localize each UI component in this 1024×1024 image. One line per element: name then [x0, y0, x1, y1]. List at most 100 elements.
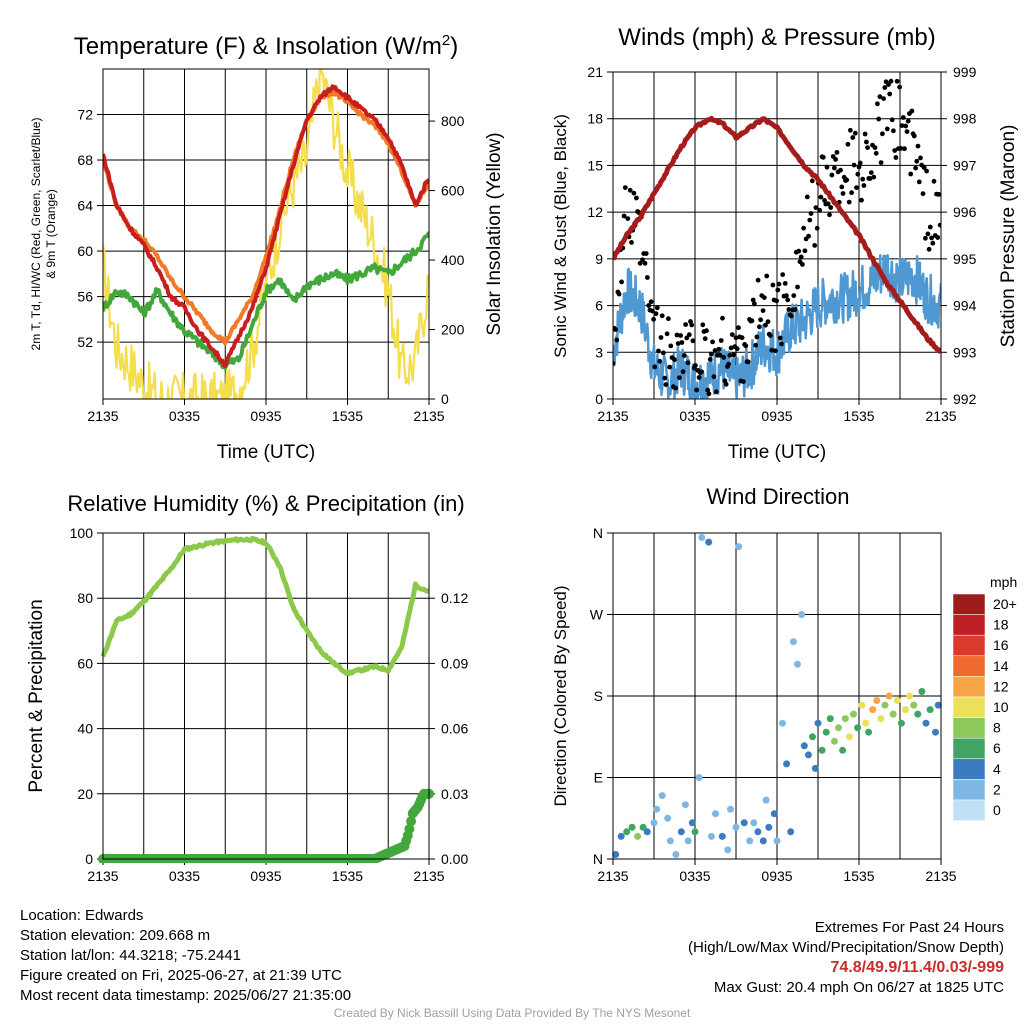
gust-point [690, 338, 696, 344]
x-tick-label: 0335 [169, 408, 200, 424]
x-tick-label: 2135 [87, 868, 118, 884]
y-tick-label-right: 600 [441, 183, 465, 199]
legend-label: 18 [993, 617, 1009, 633]
direction-point [783, 760, 791, 768]
gust-point [929, 235, 934, 241]
direction-point [798, 611, 806, 618]
direction-point [779, 719, 786, 727]
gust-point [734, 346, 740, 352]
gust-point [673, 385, 679, 391]
direction-point [653, 805, 661, 813]
y-tick-label: 68 [77, 152, 93, 168]
gust-point [694, 387, 699, 393]
gust-point [828, 205, 834, 210]
direction-point [897, 719, 905, 727]
direction-point [873, 697, 881, 704]
gust-point [888, 78, 894, 84]
gust-point [680, 369, 686, 375]
direction-point [650, 819, 658, 827]
direction-point [705, 538, 713, 546]
direction-point [926, 706, 934, 714]
gust-point [755, 277, 761, 283]
direction-point [818, 746, 826, 754]
gust-point [667, 364, 672, 370]
gust-point [652, 364, 658, 370]
precip-point [404, 824, 415, 834]
direction-point [889, 710, 897, 718]
gust-point [897, 84, 902, 90]
x-tick-label: 0335 [679, 868, 710, 884]
wind-pressure-chart: 0 3 6 9 12 15 18 21 992 993 994 995 996 997 998 999 2135… [551, 24, 1019, 463]
gust-point [930, 240, 936, 246]
direction-point [804, 751, 812, 759]
gust-point [685, 360, 691, 366]
y-tick-label: 20 [77, 786, 93, 802]
gust-point [736, 325, 741, 331]
gust-point [935, 235, 941, 240]
direction-point [850, 710, 857, 718]
legend-swatch [952, 614, 986, 636]
gust-point [706, 391, 712, 397]
gust-point [643, 251, 649, 256]
y-tick-label: 6 [595, 298, 603, 314]
gust-point [616, 291, 622, 297]
legend-label: 6 [993, 740, 1001, 756]
gust-point [758, 317, 763, 323]
gust-point [757, 324, 762, 330]
gust-point [750, 297, 756, 303]
y-tick-label: 100 [70, 525, 94, 541]
gust-point [726, 361, 731, 367]
direction-point [677, 828, 685, 836]
gust-point [729, 332, 735, 337]
speed-legend: mph 20+ 18 16 14 12 10 8 6 4 2 0 [952, 574, 1017, 821]
gust-point [903, 123, 909, 129]
gust-point [707, 357, 713, 362]
extremes-values: 74.8/49.9/11.4/0.03/-999 [830, 959, 1004, 976]
gust-point [878, 160, 884, 166]
y-tick-label-right: 995 [953, 251, 977, 267]
gust-point [865, 145, 870, 151]
y-tick-label: S [594, 688, 603, 704]
direction-point [666, 837, 674, 845]
legend-label: 4 [993, 761, 1001, 777]
gust-point [718, 338, 724, 343]
gust-point [822, 198, 827, 203]
chart-title: Relative Humidity (%) & Precipitation (i… [67, 491, 464, 516]
direction-point [794, 660, 801, 668]
direction-point [835, 724, 842, 732]
gust-point [800, 262, 805, 267]
x-tick-label: 1535 [843, 868, 874, 884]
direction-point [910, 701, 918, 709]
y-axis-label: Direction (Colored By Speed) [551, 585, 570, 806]
gust-point [675, 341, 681, 346]
direction-point [712, 810, 719, 818]
gust-point [775, 287, 781, 293]
direction-point [811, 764, 819, 772]
gust-point [760, 308, 766, 313]
gust-point [924, 168, 929, 174]
gust-point [838, 167, 843, 173]
gust-point [809, 178, 815, 184]
gust-point [876, 116, 882, 122]
gust-point [672, 357, 677, 363]
gust-point [679, 340, 685, 345]
gust-point [904, 129, 910, 135]
gust-point [656, 348, 661, 354]
gust-point [892, 148, 898, 153]
x-axis-label: Time (UTC) [217, 442, 316, 463]
direction-point [698, 534, 706, 541]
y-tick-label: 9 [595, 251, 603, 267]
y-tick-label-right: 400 [441, 252, 465, 268]
gust-point [887, 91, 893, 97]
legend-label: 20+ [993, 596, 1017, 612]
humidity-precip-chart: 0 20 40 60 80 100 0.00 0.03 0.06 0.09 0.12 2135 0335… [26, 491, 468, 884]
gust-point [845, 141, 851, 147]
y-tick-label: 40 [77, 721, 93, 737]
direction-point [869, 706, 877, 714]
gust-point [860, 176, 866, 182]
gust-point [829, 172, 835, 178]
gust-point [867, 176, 873, 181]
gust-point [640, 257, 645, 263]
